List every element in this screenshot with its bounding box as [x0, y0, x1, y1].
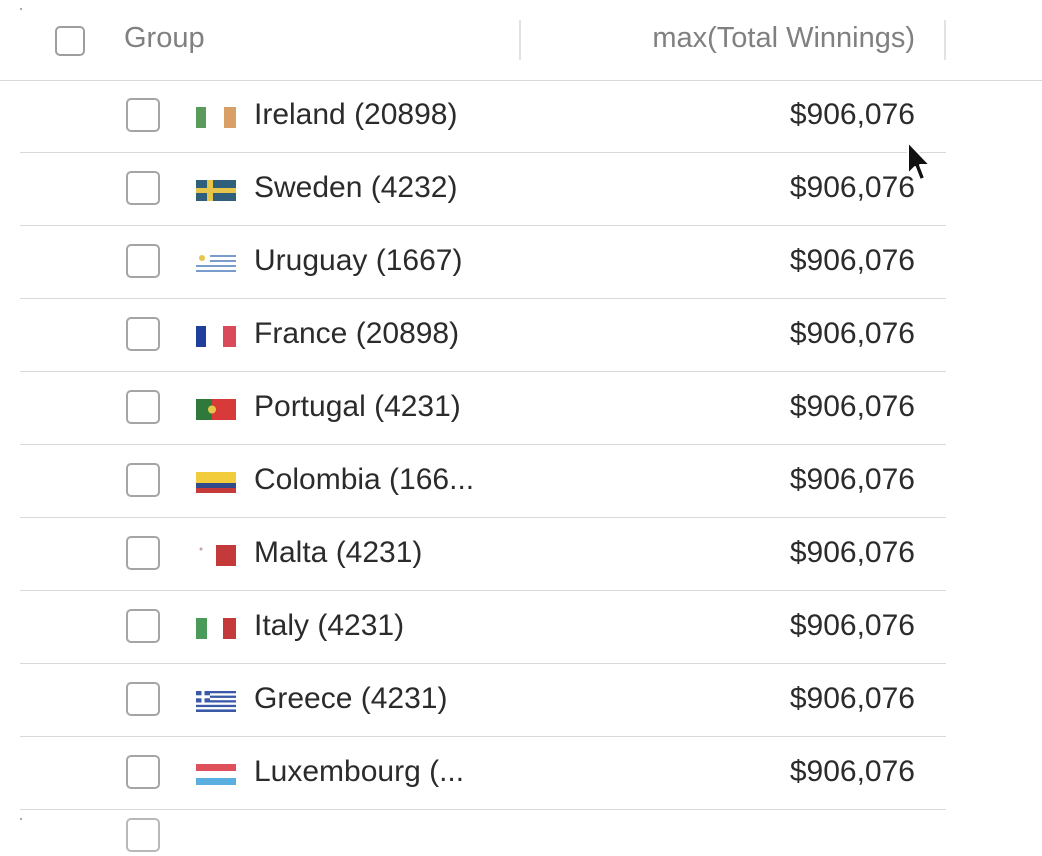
sweden-flag-icon — [196, 180, 236, 201]
ireland-flag-icon — [196, 107, 236, 128]
row-value: $906,076 — [789, 171, 915, 204]
column-header-max-total-winnings[interactable]: max(Total Winnings) — [652, 22, 915, 54]
luxembourg-flag-icon — [196, 764, 236, 785]
row-group-label: Sweden (4232) — [254, 171, 458, 204]
group-row-colombia[interactable]: Colombia (166... $906,076 — [20, 445, 946, 518]
france-flag-icon — [196, 326, 236, 347]
row-value: $906,076 — [789, 536, 915, 569]
divider-tick — [20, 8, 22, 10]
group-row-italy[interactable]: Italy (4231) $906,076 — [20, 591, 946, 664]
group-row-ireland[interactable]: Ireland (20898) $906,076 — [20, 80, 946, 153]
group-row-luxembourg[interactable]: Luxembourg (... $906,076 — [20, 737, 946, 810]
row-checkbox[interactable] — [126, 755, 160, 789]
group-row-greece[interactable]: Greece (4231) $906,076 — [20, 664, 946, 737]
malta-flag-icon — [196, 545, 236, 566]
group-row-portugal[interactable]: Portugal (4231) $906,076 — [20, 372, 946, 445]
mouse-pointer-icon — [905, 140, 933, 186]
row-value: $906,076 — [789, 463, 915, 496]
select-all-checkbox[interactable] — [55, 26, 85, 56]
row-checkbox[interactable] — [126, 463, 160, 497]
row-checkbox[interactable] — [126, 390, 160, 424]
row-group-label: Malta (4231) — [254, 536, 423, 569]
row-checkbox[interactable] — [126, 818, 160, 852]
row-value: $906,076 — [789, 390, 915, 423]
row-value: $906,076 — [789, 755, 915, 788]
greece-flag-icon — [196, 691, 236, 712]
row-checkbox[interactable] — [126, 171, 160, 205]
row-group-label: Portugal (4231) — [254, 390, 461, 423]
row-checkbox[interactable] — [126, 98, 160, 132]
colombia-flag-icon — [196, 472, 236, 493]
uruguay-flag-icon — [196, 253, 236, 274]
group-row-uruguay[interactable]: Uruguay (1667) $906,076 — [20, 226, 946, 299]
row-group-label: Italy (4231) — [254, 609, 405, 642]
row-value: $906,076 — [789, 244, 915, 277]
row-group-label: Uruguay (1667) — [254, 244, 463, 277]
divider-tick — [20, 818, 22, 820]
row-value: $906,076 — [789, 609, 915, 642]
row-group-label: Colombia (166... — [254, 463, 475, 496]
column-resize-handle[interactable] — [944, 20, 946, 60]
grid-header: Group max(Total Winnings) — [0, 0, 1042, 81]
column-header-group[interactable]: Group — [124, 22, 205, 54]
portugal-flag-icon — [196, 399, 236, 420]
row-value: $906,076 — [789, 682, 915, 715]
italy-flag-icon — [196, 618, 236, 639]
row-group-label: France (20898) — [254, 317, 460, 350]
group-row-sweden[interactable]: Sweden (4232) $906,076 — [20, 153, 946, 226]
group-row-malta[interactable]: Malta (4231) $906,076 — [20, 518, 946, 591]
row-value: $906,076 — [789, 98, 915, 131]
row-checkbox[interactable] — [126, 536, 160, 570]
group-row-france[interactable]: France (20898) $906,076 — [20, 299, 946, 372]
row-group-label: Ireland (20898) — [254, 98, 458, 131]
column-resize-handle[interactable] — [519, 20, 521, 60]
row-checkbox[interactable] — [126, 317, 160, 351]
row-value: $906,076 — [789, 317, 915, 350]
row-group-label: Luxembourg (... — [254, 755, 465, 788]
row-checkbox[interactable] — [126, 244, 160, 278]
row-checkbox[interactable] — [126, 682, 160, 716]
row-group-label: Greece (4231) — [254, 682, 448, 715]
row-checkbox[interactable] — [126, 609, 160, 643]
